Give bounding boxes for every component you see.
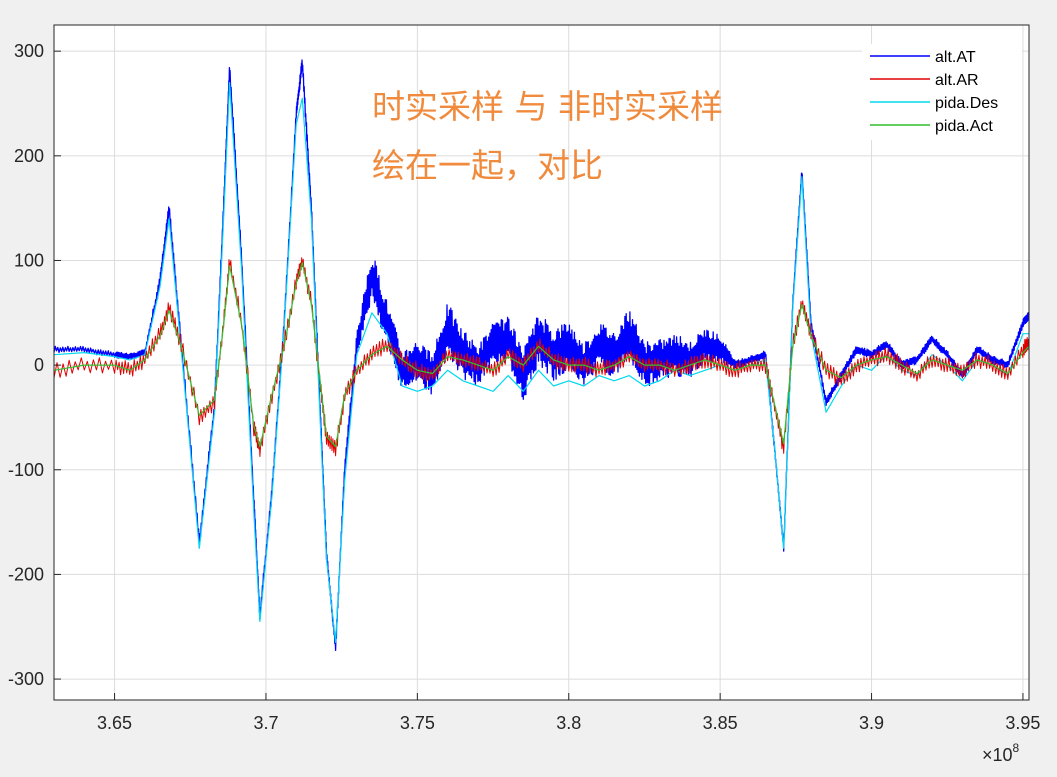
y-tick-label: -100 bbox=[8, 460, 44, 480]
y-tick-label: 200 bbox=[14, 146, 44, 166]
x-tick-label: 3.8 bbox=[556, 713, 581, 733]
legend-label-alt-at: alt.AT bbox=[935, 49, 976, 66]
y-tick-label: 300 bbox=[14, 41, 44, 61]
tick-labels: 3.65 3.7 3.75 3.8 3.85 3.9 3.95 300 200 100 0 -100 -… bbox=[8, 41, 1040, 733]
x-tick-label: 3.95 bbox=[1005, 713, 1040, 733]
x-exponent-label: ×108 bbox=[982, 741, 1020, 765]
ticks bbox=[54, 50, 1024, 700]
x-exponent-power: 8 bbox=[1013, 741, 1020, 755]
legend-label-pida-act: pida.Act bbox=[935, 118, 993, 135]
axes-box bbox=[53, 24, 1030, 701]
x-tick-label: 3.65 bbox=[97, 713, 132, 733]
y-tick-label: -200 bbox=[8, 564, 44, 584]
y-tick-label: 100 bbox=[14, 250, 44, 270]
x-tick-label: 3.9 bbox=[859, 713, 884, 733]
y-tick-label: -300 bbox=[8, 669, 44, 689]
y-tick-label: 0 bbox=[34, 355, 44, 375]
annotation-group: 时实采样 与 非时实采样 绘在一起，对比 bbox=[372, 87, 723, 185]
x-tick-label: 3.85 bbox=[703, 713, 738, 733]
annotation-line-2: 绘在一起，对比 bbox=[372, 146, 603, 185]
x-tick-label: 3.75 bbox=[400, 713, 435, 733]
series-layer bbox=[53, 59, 1030, 651]
legend: alt.AT alt.AR pida.Des pida.Act bbox=[862, 44, 1022, 140]
series-line-pida-act bbox=[53, 262, 1030, 448]
annotation-line-1: 时实采样 与 非时实采样 bbox=[372, 87, 723, 126]
legend-label-pida-des: pida.Des bbox=[935, 95, 998, 112]
x-exponent-base: ×10 bbox=[982, 745, 1013, 765]
legend-label-alt-ar: alt.AR bbox=[935, 72, 979, 89]
legend-box bbox=[862, 44, 1022, 140]
x-tick-label: 3.7 bbox=[253, 713, 278, 733]
